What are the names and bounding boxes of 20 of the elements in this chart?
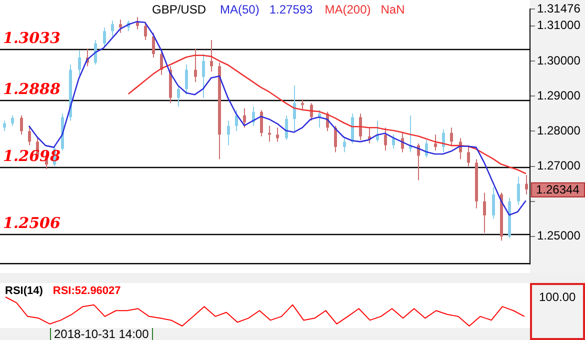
- annotation: NaN: [380, 2, 405, 16]
- text: 100.00: [539, 290, 576, 304]
- text: 1.26344: [536, 182, 580, 197]
- ref-line-label: 1.2888: [3, 80, 61, 98]
- y-tick-label: 1.27000: [537, 158, 581, 173]
- text: 2018-10-31 14:00: [50, 327, 153, 340]
- text: MA(50): [220, 2, 260, 16]
- y-tick-label: 1.25000: [537, 228, 581, 243]
- chart-title: RSI(14): [5, 285, 44, 298]
- y-tick-label: 1.28000: [537, 123, 581, 138]
- ref-line-label: 1.3033: [3, 28, 60, 47]
- ref-line-label: 1.2506: [3, 214, 61, 232]
- text: MA(200): [324, 2, 371, 16]
- y-tick-label: 1.29000: [537, 88, 581, 102]
- annotation: 1.27593: [269, 2, 314, 16]
- chart-title: GBP/USD: [152, 2, 206, 16]
- annotation: RSI:52.96027: [52, 285, 121, 298]
- y-tick-label: 1.31000: [537, 18, 581, 32]
- y-tick-label: 1.31476: [537, 2, 581, 16]
- y-tick-label: 1.30000: [537, 53, 581, 68]
